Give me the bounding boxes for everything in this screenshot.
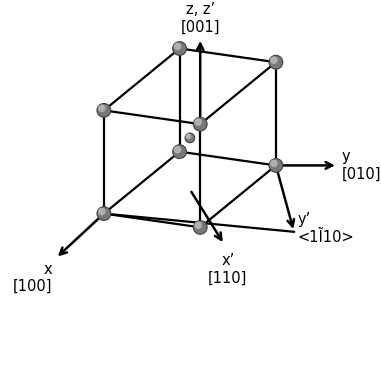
Circle shape xyxy=(269,55,283,69)
Circle shape xyxy=(193,221,207,234)
Circle shape xyxy=(185,133,195,143)
Circle shape xyxy=(174,43,181,50)
Circle shape xyxy=(173,42,186,55)
Circle shape xyxy=(195,222,201,228)
Text: x
[100]: x [100] xyxy=(13,262,52,294)
Circle shape xyxy=(195,119,201,125)
Circle shape xyxy=(186,134,190,139)
Circle shape xyxy=(99,105,105,111)
Text: y
[010]: y [010] xyxy=(341,149,381,182)
Circle shape xyxy=(271,160,277,166)
Circle shape xyxy=(173,145,186,158)
Text: y’
<1Ĩ10>: y’ <1Ĩ10> xyxy=(298,212,354,245)
Circle shape xyxy=(97,104,111,117)
Circle shape xyxy=(271,57,277,63)
Circle shape xyxy=(97,207,111,221)
Circle shape xyxy=(193,117,207,131)
Text: x’
[110]: x’ [110] xyxy=(208,253,247,285)
Circle shape xyxy=(99,208,105,215)
Text: z, z’
[001]: z, z’ [001] xyxy=(181,2,220,35)
Circle shape xyxy=(174,147,181,153)
Circle shape xyxy=(269,158,283,172)
